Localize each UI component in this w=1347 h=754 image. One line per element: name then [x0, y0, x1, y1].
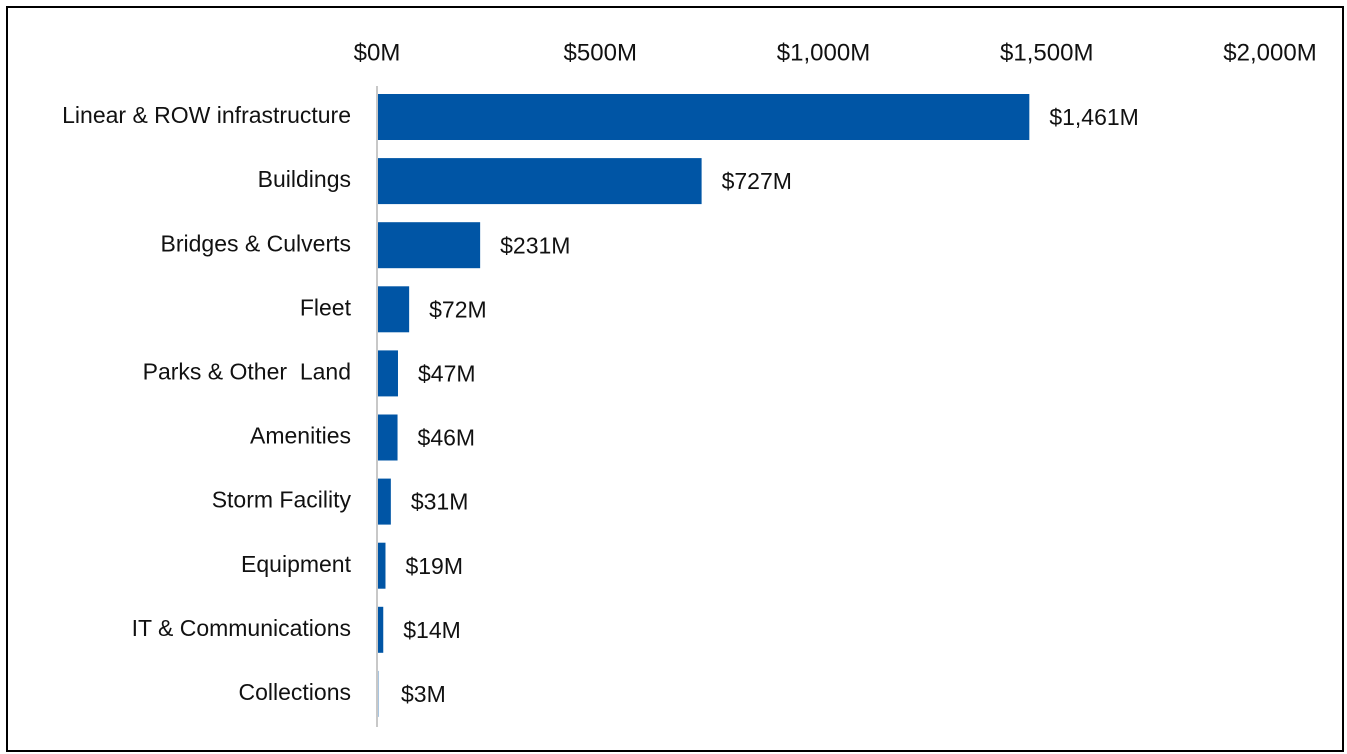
bar	[378, 94, 1030, 140]
category-label: Bridges & Culverts	[161, 230, 351, 256]
data-labels: $1,461M $727M $231M $72M $47M $46M $31M $19M $14…	[401, 104, 1139, 707]
x-tick-label: $0M	[354, 39, 401, 66]
data-label: $231M	[500, 232, 570, 258]
x-axis-ticks: $0M $500M $1,000M $1,500M $2,000M	[354, 39, 1317, 66]
x-tick-label: $500M	[564, 39, 637, 66]
category-label: Linear & ROW infrastructure	[62, 102, 351, 128]
bar	[378, 158, 702, 205]
category-label: Equipment	[241, 551, 352, 577]
data-label: $72M	[429, 296, 487, 322]
category-label: Fleet	[300, 294, 352, 320]
x-tick-label: $1,500M	[1000, 39, 1093, 66]
data-label: $47M	[418, 360, 476, 386]
data-label: $46M	[418, 425, 476, 451]
category-label: Collections	[239, 679, 352, 705]
data-label: $31M	[411, 489, 469, 515]
bar	[378, 606, 384, 653]
bar	[378, 478, 391, 525]
bar	[378, 286, 410, 333]
category-label: Storm Facility	[212, 487, 352, 513]
data-label: $3M	[401, 681, 446, 707]
x-tick-label: $1,000M	[777, 39, 870, 66]
data-label: $727M	[722, 168, 792, 194]
category-label: Amenities	[250, 423, 351, 449]
bar	[378, 542, 386, 589]
category-label: Parks & Other Land	[143, 358, 351, 384]
bars	[378, 94, 1030, 717]
category-label: IT & Communications	[132, 615, 351, 641]
bar	[378, 414, 398, 461]
bar	[378, 350, 398, 397]
data-label: $1,461M	[1049, 104, 1139, 130]
bar	[378, 222, 481, 269]
category-label: Buildings	[258, 166, 351, 192]
data-label: $19M	[405, 553, 463, 579]
x-tick-label: $2,000M	[1223, 39, 1316, 66]
data-label: $14M	[403, 617, 461, 643]
category-labels: Linear & ROW infrastructure Buildings Brid…	[62, 102, 351, 705]
